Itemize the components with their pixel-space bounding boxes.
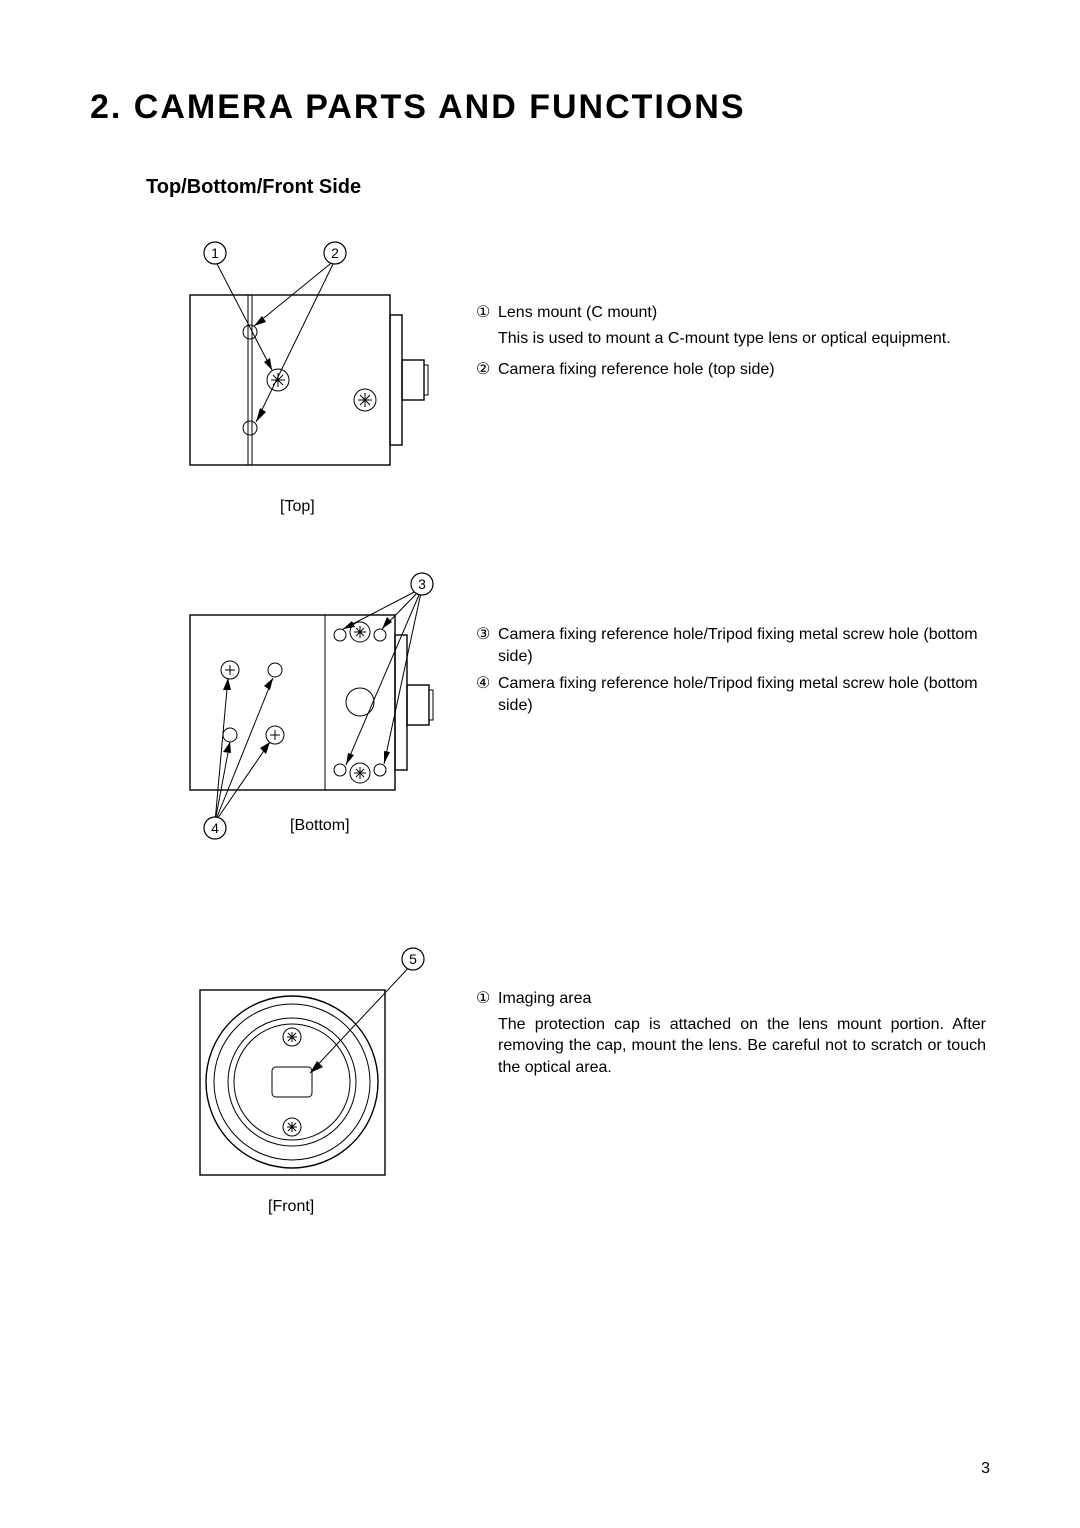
desc-4-title: Camera fixing reference hole/Tripod fixi… (498, 673, 986, 716)
marker-4: ④ (476, 673, 498, 716)
desc-block-3: ① Imaging area The protection cap is att… (476, 988, 986, 1088)
diagram-front: 5 (175, 945, 455, 1205)
diagram-top: 1 2 (160, 230, 460, 510)
desc-5-title: Imaging area (498, 988, 986, 1010)
marker-3: ③ (476, 624, 498, 667)
view-label-front: [Front] (268, 1198, 314, 1216)
desc-block-1: ① Lens mount (C mount) This is used to m… (476, 302, 986, 385)
view-label-bottom: [Bottom] (290, 817, 350, 835)
desc-2-title: Camera fixing reference hole (top side) (498, 359, 986, 381)
marker-5: ① (476, 988, 498, 1010)
marker-1: ① (476, 302, 498, 324)
callout-4: 4 (211, 820, 219, 836)
callout-3: 3 (418, 576, 426, 592)
page-number: 3 (981, 1460, 990, 1478)
desc-3-title: Camera fixing reference hole/Tripod fixi… (498, 624, 986, 667)
section-subtitle: Top/Bottom/Front Side (146, 176, 361, 199)
marker-2: ② (476, 359, 498, 381)
callout-2: 2 (331, 245, 339, 261)
page-title: 2. CAMERA PARTS AND FUNCTIONS (90, 88, 746, 127)
view-label-top: [Top] (280, 498, 315, 516)
callout-1: 1 (211, 245, 219, 261)
desc-1-title: Lens mount (C mount) (498, 302, 986, 324)
desc-5-sub: The protection cap is attached on the le… (498, 1014, 986, 1079)
callout-5: 5 (409, 951, 417, 967)
desc-1-sub: This is used to mount a C-mount type len… (498, 328, 986, 350)
desc-block-2: ③ Camera fixing reference hole/Tripod fi… (476, 624, 986, 720)
